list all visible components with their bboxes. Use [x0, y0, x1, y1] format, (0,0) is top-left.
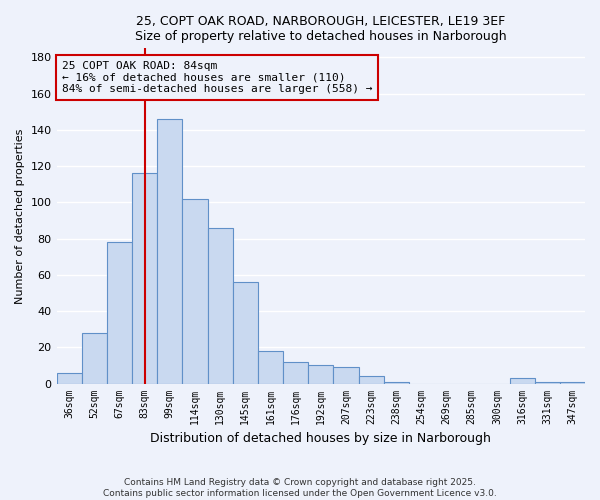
Bar — [535, 382, 560, 384]
Bar — [208, 228, 233, 384]
Bar — [107, 242, 132, 384]
Bar — [383, 382, 409, 384]
Bar — [157, 119, 182, 384]
Bar — [283, 362, 308, 384]
Bar — [182, 198, 208, 384]
Text: 25 COPT OAK ROAD: 84sqm
← 16% of detached houses are smaller (110)
84% of semi-d: 25 COPT OAK ROAD: 84sqm ← 16% of detache… — [62, 61, 372, 94]
Y-axis label: Number of detached properties: Number of detached properties — [15, 128, 25, 304]
Bar — [359, 376, 383, 384]
X-axis label: Distribution of detached houses by size in Narborough: Distribution of detached houses by size … — [151, 432, 491, 445]
Bar — [308, 366, 334, 384]
Text: Contains HM Land Registry data © Crown copyright and database right 2025.
Contai: Contains HM Land Registry data © Crown c… — [103, 478, 497, 498]
Bar — [509, 378, 535, 384]
Bar — [233, 282, 258, 384]
Bar — [334, 367, 359, 384]
Bar — [82, 333, 107, 384]
Title: 25, COPT OAK ROAD, NARBOROUGH, LEICESTER, LE19 3EF
Size of property relative to : 25, COPT OAK ROAD, NARBOROUGH, LEICESTER… — [135, 15, 506, 43]
Bar — [56, 372, 82, 384]
Bar — [560, 382, 585, 384]
Bar — [258, 351, 283, 384]
Bar — [132, 174, 157, 384]
